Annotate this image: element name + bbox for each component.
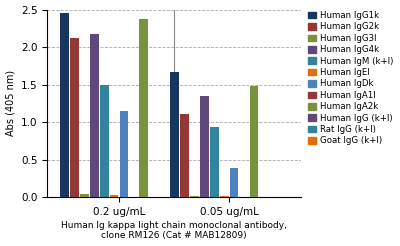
Bar <box>120 111 128 197</box>
Y-axis label: Abs (405 nm): Abs (405 nm) <box>6 70 16 137</box>
Bar <box>140 19 148 197</box>
X-axis label: Human Ig kappa light chain monoclonal antibody,
clone RM126 (Cat # MAB12809): Human Ig kappa light chain monoclonal an… <box>61 221 287 240</box>
Bar <box>250 86 258 197</box>
Bar <box>60 13 69 197</box>
Bar <box>200 96 209 197</box>
Bar <box>180 114 189 197</box>
Bar <box>190 196 199 197</box>
Bar <box>170 72 179 197</box>
Bar <box>70 38 79 197</box>
Bar <box>90 34 99 197</box>
Bar <box>80 194 89 197</box>
Bar <box>230 168 238 197</box>
Bar <box>100 85 108 197</box>
Bar <box>210 127 219 197</box>
Bar <box>110 195 118 197</box>
Legend: Human IgG1k, Human IgG2k, Human IgG3l, Human IgG4k, Human IgM (k+l), Human IgEl,: Human IgG1k, Human IgG2k, Human IgG3l, H… <box>308 10 394 146</box>
Bar <box>220 196 228 197</box>
